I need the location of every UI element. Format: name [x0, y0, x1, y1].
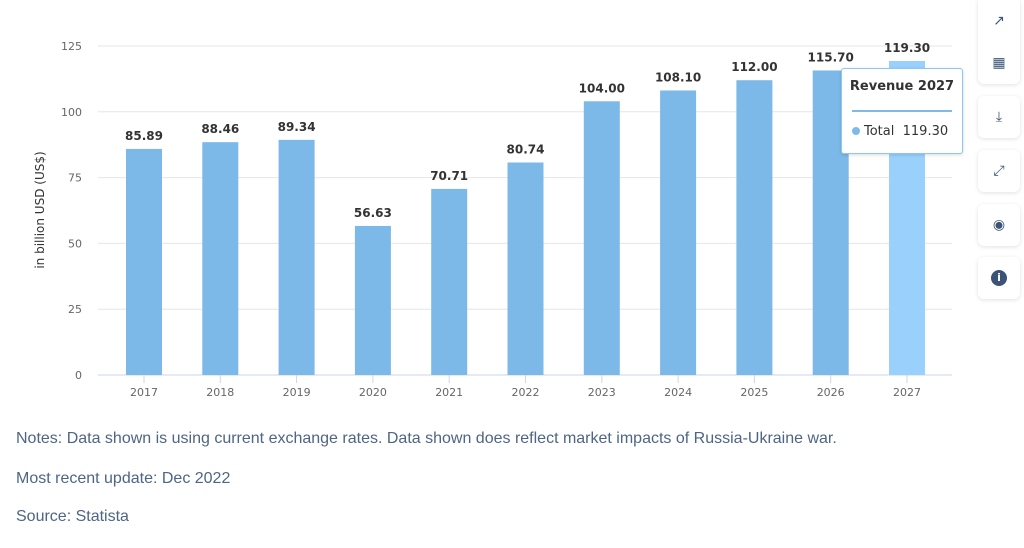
data-label: 115.70: [808, 50, 854, 64]
x-tick-label: 2024: [664, 386, 692, 399]
info-icon: i: [991, 270, 1007, 286]
toolbar-group-view: ↗ ▦: [978, 0, 1020, 84]
data-label: 88.46: [201, 122, 239, 136]
table-view-button[interactable]: ▦: [978, 42, 1020, 84]
x-tick-label: 2020: [359, 386, 387, 399]
tooltip-divider: [852, 110, 952, 112]
tooltip-value: 119.30: [902, 124, 949, 139]
hide-button[interactable]: ◉: [978, 204, 1020, 246]
bar-2024[interactable]: [660, 90, 697, 375]
y-tick-label: 0: [75, 369, 82, 382]
data-label: 112.00: [731, 60, 777, 74]
bar-2022[interactable]: [507, 162, 544, 375]
bar-2021[interactable]: [431, 188, 468, 375]
x-tick-label: 2022: [512, 386, 540, 399]
data-label: 89.34: [278, 120, 316, 134]
y-axis-label: in billion USD (US$): [33, 151, 47, 268]
x-tick-label: 2018: [206, 386, 234, 399]
y-tick-label: 50: [68, 237, 82, 250]
expand-icon: ⤢: [993, 163, 1005, 179]
bar-2025[interactable]: [736, 80, 773, 375]
tooltip-title: Revenue 2027: [849, 79, 955, 94]
fullscreen-button[interactable]: ⤢: [978, 150, 1020, 192]
data-label: 119.30: [884, 41, 930, 55]
tooltip-series: Total: [864, 124, 895, 139]
source-link[interactable]: Source: Statista: [16, 508, 129, 525]
x-tick-label: 2027: [893, 386, 921, 399]
chart-type-button[interactable]: ↗: [978, 0, 1020, 42]
y-tick-label: 100: [61, 106, 82, 119]
toolbar-download: ⤓: [978, 96, 1020, 138]
y-tick-label: 75: [68, 172, 82, 185]
bar-2017[interactable]: [126, 148, 162, 375]
y-tick-label: 125: [61, 40, 82, 53]
download-icon: ⤓: [995, 109, 1003, 125]
data-label: 56.63: [354, 206, 392, 220]
series-dot-icon: [852, 127, 860, 135]
x-tick-label: 2023: [588, 386, 616, 399]
notes-text: Notes: Data shown is using current excha…: [16, 430, 837, 447]
toolbar-hide: ◉: [978, 204, 1020, 246]
data-label: 108.10: [655, 70, 701, 84]
tooltip-row: Total 119.30: [852, 124, 948, 139]
x-tick-label: 2021: [435, 386, 463, 399]
bar-2023[interactable]: [583, 101, 620, 375]
bar-2019[interactable]: [278, 139, 315, 375]
x-tick-label: 2025: [740, 386, 768, 399]
eye-slash-icon: ◉: [992, 217, 1006, 233]
toolbar-fullscreen: ⤢: [978, 150, 1020, 192]
toolbar-info: i: [978, 257, 1020, 299]
tooltip: Revenue 2027 Total 119.30: [841, 68, 963, 154]
download-button[interactable]: ⤓: [978, 96, 1020, 138]
y-tick-label: 25: [68, 303, 82, 316]
trend-line-icon: ↗: [993, 13, 1005, 29]
x-tick-label: 2026: [817, 386, 845, 399]
bar-2018[interactable]: [202, 142, 239, 375]
update-text: Most recent update: Dec 2022: [16, 470, 231, 487]
data-label: 85.89: [125, 129, 163, 143]
data-label: 104.00: [579, 81, 625, 95]
revenue-bar-chart: 0 25 50 75 100 125 in billion USD (US$) 85.89 20…: [33, 40, 952, 399]
info-button[interactable]: i: [978, 257, 1020, 299]
data-label: 80.74: [507, 142, 545, 156]
table-icon: ▦: [992, 55, 1006, 71]
x-tick-label: 2019: [283, 386, 311, 399]
bar-2020[interactable]: [354, 225, 391, 375]
x-tick-label: 2017: [130, 386, 158, 399]
data-label: 70.71: [430, 169, 468, 183]
